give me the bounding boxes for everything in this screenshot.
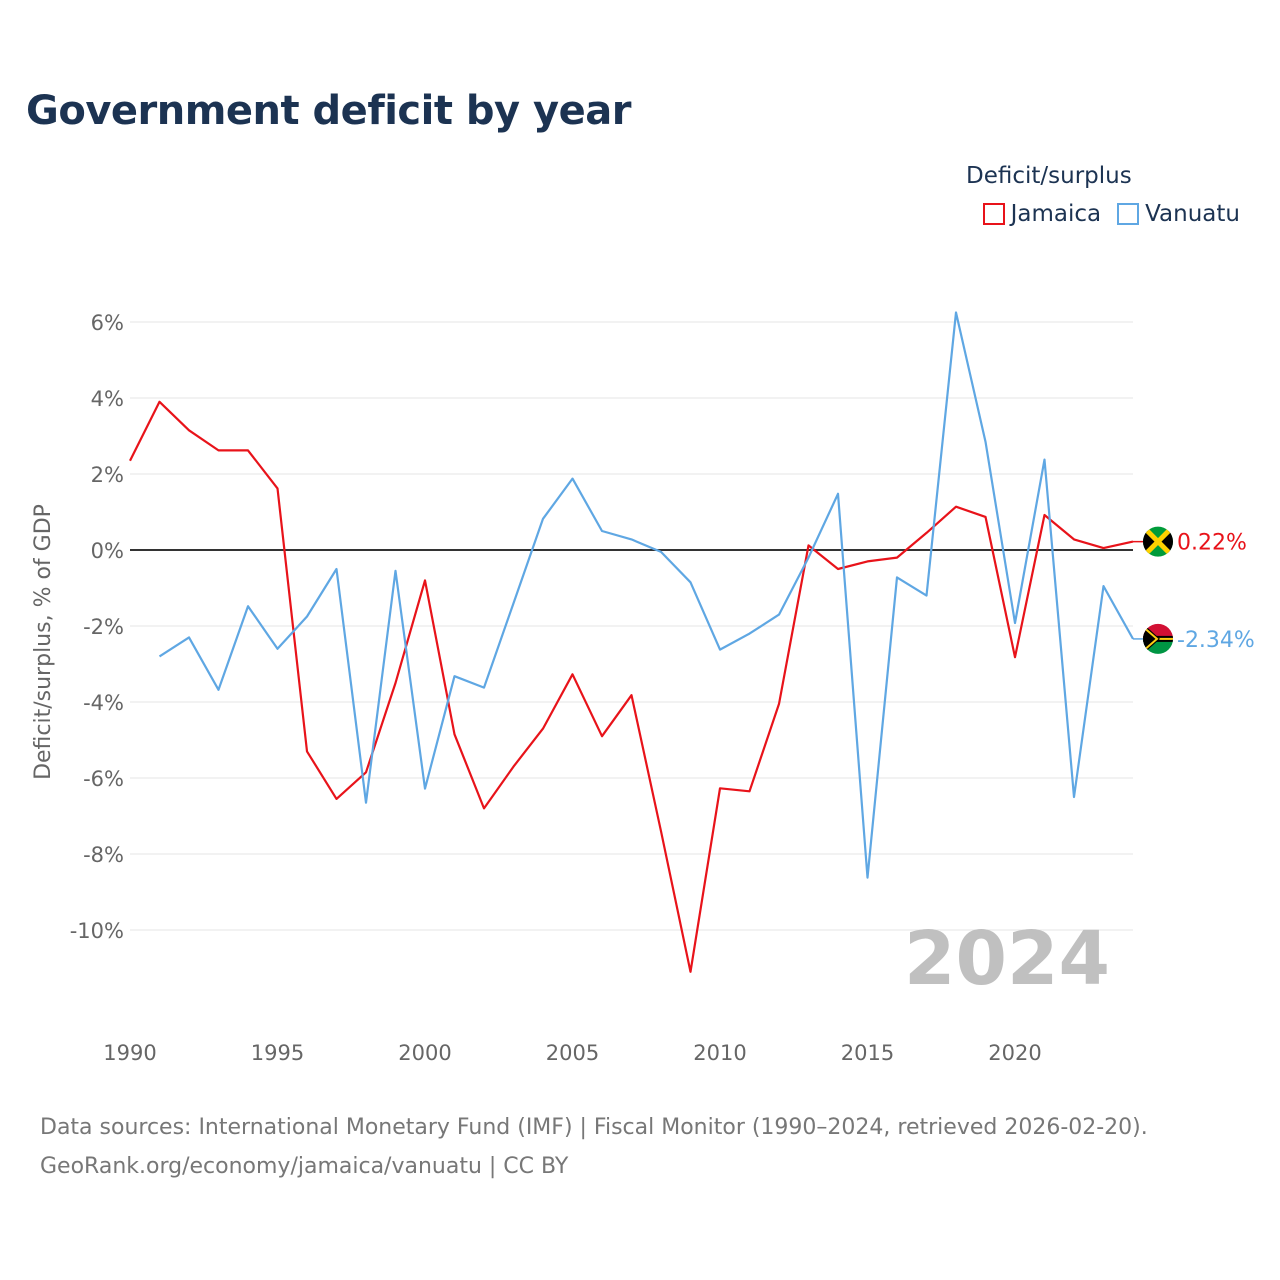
source-line-2[interactable]: GeoRank.org/economy/jamaica/vanuatu | CC…: [40, 1154, 569, 1179]
x-tick-label: 2000: [398, 1041, 451, 1065]
y-tick-label: 4%: [91, 387, 124, 411]
y-tick-label: 0%: [91, 539, 124, 563]
grid-lines: [130, 321, 1133, 931]
x-tick-label: 2010: [693, 1041, 746, 1065]
legend-swatch-vanuatu: [1117, 203, 1140, 225]
x-tick-label: 1990: [103, 1041, 156, 1065]
x-tick-label: 2005: [546, 1041, 599, 1065]
y-tick-label: 2%: [91, 463, 124, 487]
y-tick-label: -4%: [83, 691, 124, 715]
y-axis-ticks: 6% 4% 2% 0% -2% -4% -6% -8% -10%: [70, 311, 124, 943]
y-tick-label: -6%: [83, 767, 124, 791]
series-line-jamaica: [129, 400, 1134, 973]
x-tick-label: 2015: [841, 1041, 894, 1065]
data-source-note: Data sources: International Monetary Fun…: [40, 1108, 1148, 1186]
x-tick-label: 1995: [251, 1041, 304, 1065]
legend-items: Jamaica Vanuatu: [960, 201, 1240, 227]
legend-label-jamaica: Jamaica: [1010, 201, 1102, 227]
x-tick-label: 2020: [988, 1041, 1041, 1065]
legend: Deficit/surplus Jamaica Vanuatu: [960, 163, 1240, 227]
end-markers: 0.22% -2.34%: [1133, 526, 1255, 654]
y-tick-label: -8%: [83, 843, 124, 867]
y-tick-label: -2%: [83, 615, 124, 639]
vanuatu-flag-icon: [1143, 623, 1173, 654]
jamaica-flag-icon: [1143, 526, 1173, 557]
jamaica-end-label: 0.22%: [1177, 531, 1247, 556]
chart-title: Government deficit by year: [26, 88, 631, 134]
x-axis-ticks: 1990 1995 2000 2005 2010 2015 2020: [103, 1041, 1041, 1065]
vanuatu-end-label: -2.34%: [1177, 628, 1255, 653]
legend-item-vanuatu[interactable]: Vanuatu: [1117, 201, 1240, 227]
y-tick-label: 6%: [91, 311, 124, 335]
series-group: [129, 311, 1134, 973]
source-line-1: Data sources: International Monetary Fun…: [40, 1115, 1148, 1140]
legend-label-vanuatu: Vanuatu: [1145, 201, 1240, 227]
series-line-vanuatu: [158, 311, 1134, 879]
y-tick-label: -10%: [70, 919, 124, 943]
y-axis-label: Deficit/surplus, % of GDP: [31, 504, 56, 780]
legend-swatch-jamaica: [982, 203, 1005, 225]
legend-title: Deficit/surplus: [966, 163, 1132, 189]
legend-item-jamaica[interactable]: Jamaica: [982, 201, 1102, 227]
year-watermark: 2024: [904, 916, 1110, 1002]
